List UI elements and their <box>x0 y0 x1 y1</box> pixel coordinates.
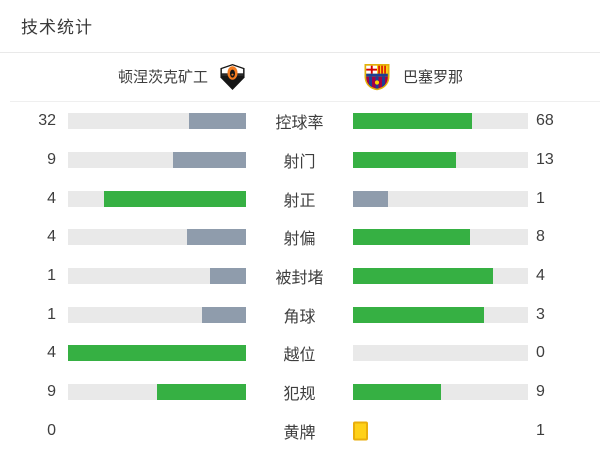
team-away-name: 巴塞罗那 <box>403 69 464 86</box>
home-bar-fill <box>68 345 246 362</box>
yellow-card-icon <box>353 421 368 441</box>
home-value: 4 <box>47 344 56 362</box>
away-value: 4 <box>536 267 545 285</box>
home-value: 1 <box>47 267 56 285</box>
home-value: 0 <box>47 421 56 439</box>
team-home: 顿涅茨克矿工 <box>118 52 246 101</box>
away-value: 1 <box>536 189 545 207</box>
stat-label: 被封堵 <box>275 270 324 288</box>
home-bar-track <box>68 152 246 169</box>
barcelona-crest-icon <box>362 62 392 92</box>
shakhtar-crest-icon <box>219 63 246 91</box>
away-value: 13 <box>536 151 554 169</box>
away-value: 8 <box>536 228 545 246</box>
away-bar-fill <box>353 113 472 130</box>
away-bar-track <box>353 268 528 285</box>
stats-rows: 32 控球率 68 9 射门 13 4 射正 1 4 射偏 8 1 被封堵 4 1 角球 3 4 越位 0 9 犯规 9 0 黄牌… <box>0 102 600 450</box>
away-value: 3 <box>536 305 545 323</box>
away-bar-track <box>353 384 528 401</box>
home-bar-track <box>68 229 246 246</box>
away-bar-track <box>353 190 528 207</box>
stat-row: 4 越位 0 <box>0 334 600 373</box>
stat-row: 9 犯规 9 <box>0 373 600 412</box>
home-bar-track <box>68 113 246 130</box>
home-bar-fill <box>210 268 246 285</box>
away-bar-track <box>353 345 528 362</box>
stat-label: 射门 <box>283 154 316 172</box>
home-bar-fill <box>103 190 246 207</box>
teams-header: 顿涅茨克矿工 <box>0 52 600 101</box>
away-value: 68 <box>536 112 554 130</box>
stat-label: 越位 <box>283 347 316 365</box>
home-value: 4 <box>47 228 56 246</box>
away-cards <box>353 421 368 441</box>
team-away: 巴塞罗那 <box>362 52 463 101</box>
stat-label: 黄牌 <box>283 424 316 442</box>
home-bar-fill <box>186 229 246 246</box>
stat-row: 9 射门 13 <box>0 141 600 180</box>
home-bar-fill <box>201 306 246 323</box>
away-value: 9 <box>536 383 545 401</box>
away-bar-fill <box>353 229 470 246</box>
home-value: 9 <box>47 383 56 401</box>
stat-row: 4 射正 1 <box>0 179 600 218</box>
stat-row: 0 黄牌 1 <box>0 412 600 451</box>
home-bar-track <box>68 345 246 362</box>
away-value: 1 <box>536 421 545 439</box>
stat-row: 32 控球率 68 <box>0 102 600 141</box>
home-bar-track <box>68 384 246 401</box>
home-value: 1 <box>47 305 56 323</box>
stat-row: 4 射偏 8 <box>0 218 600 257</box>
stat-row: 1 被封堵 4 <box>0 257 600 296</box>
away-value: 0 <box>536 344 545 362</box>
away-bar-fill <box>353 190 388 207</box>
stat-label: 射正 <box>283 192 316 210</box>
stat-label: 射偏 <box>283 231 316 249</box>
home-value: 32 <box>38 112 56 130</box>
away-bar-track <box>353 306 528 323</box>
away-bar-track <box>353 152 528 169</box>
away-bar-track <box>353 113 528 130</box>
home-value: 4 <box>47 189 56 207</box>
home-bar-fill <box>157 384 246 401</box>
away-bar-fill <box>353 268 493 285</box>
away-bar-fill <box>353 306 485 323</box>
stat-label: 犯规 <box>283 386 316 404</box>
panel-title: 技术统计 <box>21 18 93 37</box>
stat-label: 控球率 <box>275 115 324 133</box>
home-bar-fill <box>173 152 246 169</box>
team-home-name: 顿涅茨克矿工 <box>117 69 208 86</box>
home-bar-track <box>68 190 246 207</box>
away-bar-track <box>353 229 528 246</box>
away-bar-fill <box>353 152 457 169</box>
divider <box>0 52 600 53</box>
home-bar-track <box>68 268 246 285</box>
stat-label: 角球 <box>283 308 316 326</box>
divider <box>10 101 600 102</box>
home-bar-fill <box>189 113 246 130</box>
stat-row: 1 角球 3 <box>0 295 600 334</box>
home-value: 9 <box>47 151 56 169</box>
away-bar-fill <box>353 384 441 401</box>
home-bar-track <box>68 306 246 323</box>
